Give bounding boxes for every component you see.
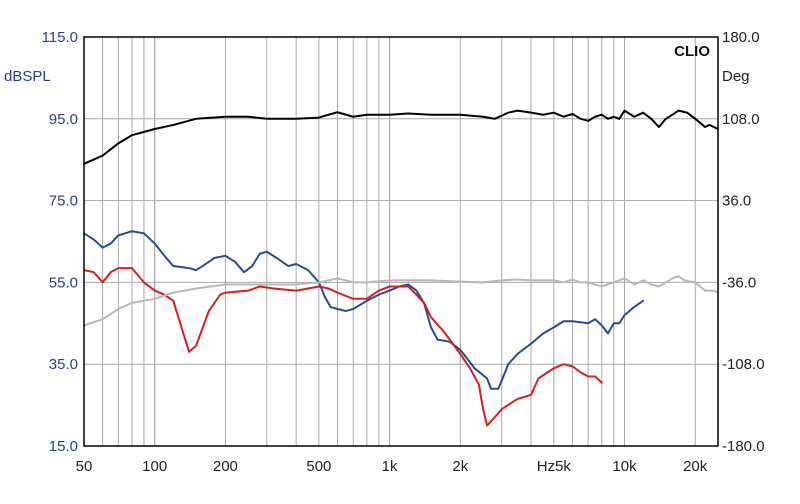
x-axis-tick-label: 500 (306, 458, 331, 475)
right-axis-tick-label: -36.0 (722, 274, 756, 291)
x-axis-tick-label: 200 (213, 458, 238, 475)
left-axis-tick-label: 75.0 (49, 193, 78, 210)
series-line-black (83, 109, 719, 165)
left-axis-tick-label: 95.0 (49, 111, 78, 128)
right-axis-tick-label: -108.0 (722, 356, 765, 373)
x-axis-tick-label: 20k (683, 458, 708, 475)
right-axis-tick-label: 36.0 (722, 193, 751, 210)
right-axis-tick-label: -180.0 (722, 438, 765, 455)
series-lines (83, 109, 719, 427)
left-axis-tick-label: 15.0 (49, 438, 78, 455)
x-axis-tick-label: 10k (612, 458, 637, 475)
plot-frame (83, 36, 719, 447)
right-axis-unit-label: Deg (722, 68, 750, 85)
series-line-gray (83, 275, 719, 327)
axis-ticks: 115.0 95.0 75.0 55.0 35.0 15.0 180.0 108.0 36.0 -… (42, 29, 765, 475)
x-axis-tick-label: 2k (452, 458, 468, 475)
series-line-blue (83, 230, 645, 390)
x-axis-tick-label: 50 (76, 458, 93, 475)
x-axis-tick-label: 1k (382, 458, 398, 475)
left-axis-tick-label: 55.0 (49, 274, 78, 291)
x-axis-tick-label: 100 (142, 458, 167, 475)
left-axis-tick-label: 35.0 (49, 356, 78, 373)
series-line-red (83, 267, 603, 427)
right-axis-tick-label: 180.0 (722, 29, 760, 46)
left-axis-tick-label: 115.0 (42, 29, 78, 46)
brand-label: CLIO (674, 43, 710, 60)
right-axis-tick-label: 108.0 (722, 111, 760, 128)
x-axis-tick-label: Hz5k (537, 458, 572, 475)
left-axis-unit-label: dBSPL (4, 68, 51, 85)
